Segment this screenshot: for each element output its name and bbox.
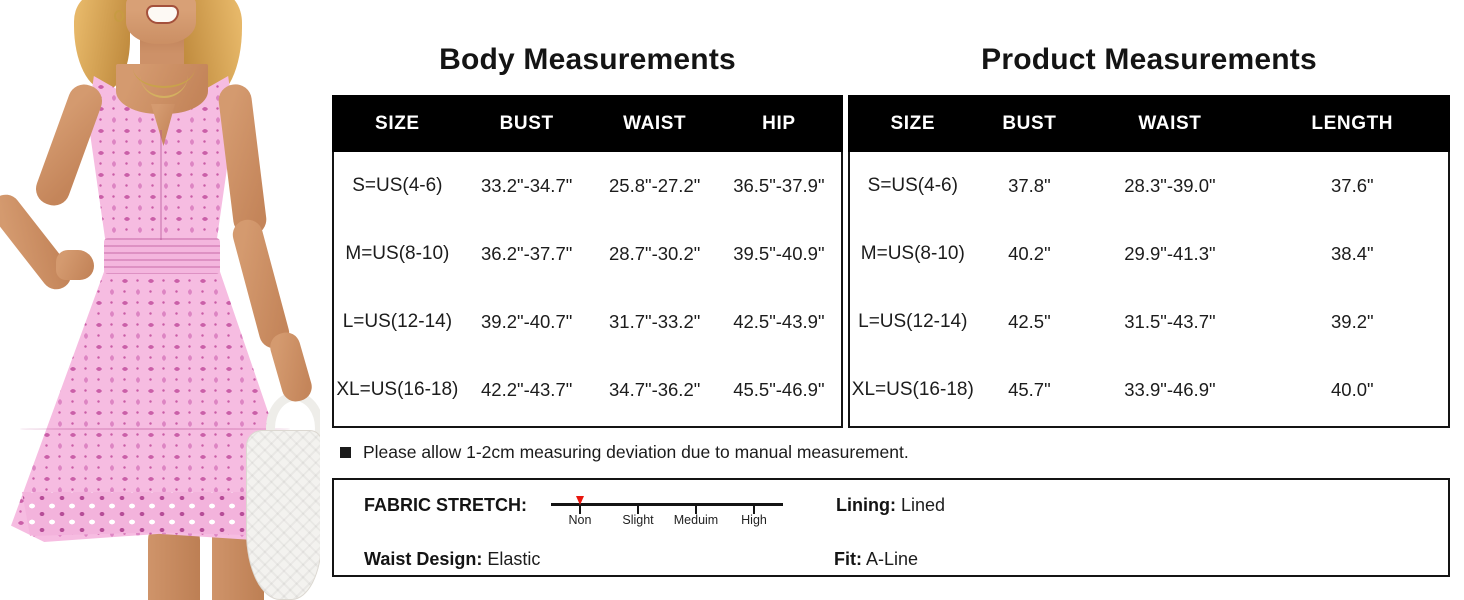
length-cell: 40.0" (1331, 379, 1374, 400)
fit-detail: Fit: A-Line (834, 549, 1448, 570)
column-header-bust: BUST (499, 112, 554, 134)
lining-detail: Lining: Lined (836, 495, 1448, 516)
table-row: S=US(4-6) 33.2"-34.7" 25.8"-27.2" 36.5"-… (334, 152, 841, 220)
size-cell: L=US(12-14) (858, 311, 968, 332)
note-text: Please allow 1-2cm measuring deviation d… (363, 441, 909, 462)
column-header-size: SIZE (375, 112, 420, 134)
column-header-bust: BUST (1002, 112, 1057, 134)
hip-cell: 36.5"-37.9" (733, 175, 825, 196)
column-header-length: LENGTH (1311, 112, 1394, 134)
dress-eyelet-hem (22, 492, 290, 536)
column-header-waist: WAIST (623, 112, 687, 134)
waist-cell: 31.7"-33.2" (609, 311, 701, 332)
scale-tick (637, 503, 639, 514)
bust-cell: 33.2"-34.7" (481, 175, 573, 196)
stretch-level-slight: Slight (622, 513, 654, 527)
hip-cell: 42.5"-43.9" (733, 311, 825, 332)
table-row: L=US(12-14) 42.5" 31.5"-43.7" 39.2" (850, 288, 1448, 356)
bust-cell: 39.2"-40.7" (481, 311, 573, 332)
scale-tick (753, 503, 755, 514)
waist-design-detail: Waist Design: Elastic (364, 549, 834, 570)
product-photo (0, 0, 320, 600)
product-measurements-table: SIZE BUST WAIST LENGTH S=US(4-6) 37.8" 2… (848, 95, 1450, 428)
lining-value: Lined (901, 495, 946, 515)
waist-design-value: Elastic (487, 549, 541, 569)
table-row: XL=US(16-18) 45.7" 33.9"-46.9" 40.0" (850, 356, 1448, 424)
length-cell: 39.2" (1331, 311, 1374, 332)
length-cell: 37.6" (1331, 175, 1374, 196)
fabric-details-panel: FABRIC STRETCH: Non Slight Meduim High L… (332, 478, 1450, 577)
hip-cell: 39.5"-40.9" (733, 243, 825, 264)
body-measurements-title: Body Measurements (439, 43, 736, 76)
fabric-stretch-label: FABRIC STRETCH: (364, 495, 527, 515)
waist-cell: 28.7"-30.2" (609, 243, 701, 264)
column-header-waist: WAIST (1138, 112, 1202, 134)
product-measurements-title: Product Measurements (981, 43, 1317, 76)
waist-cell: 31.5"-43.7" (1124, 311, 1216, 332)
table-row: M=US(8-10) 36.2"-37.7" 28.7"-30.2" 39.5"… (334, 220, 841, 288)
waist-cell: 25.8"-27.2" (609, 175, 701, 196)
size-cell: L=US(12-14) (342, 311, 453, 332)
size-cell: XL=US(16-18) (336, 379, 459, 400)
size-cell: XL=US(16-18) (851, 379, 974, 400)
table-header-row: SIZE BUST WAIST LENGTH (848, 95, 1450, 152)
fit-label: Fit: (834, 549, 862, 569)
fabric-stretch-scale: Non Slight Meduim High (551, 496, 783, 532)
table-row: S=US(4-6) 37.8" 28.3"-39.0" 37.6" (850, 152, 1448, 220)
size-cell: M=US(8-10) (345, 243, 450, 264)
square-bullet-icon (340, 446, 351, 458)
model-hand (56, 250, 94, 280)
lining-label: Lining: (836, 495, 896, 515)
stretch-level-high: High (741, 513, 767, 527)
size-cell: M=US(8-10) (860, 243, 965, 264)
length-cell: 38.4" (1331, 243, 1374, 264)
waist-cell: 29.9"-41.3" (1124, 243, 1216, 264)
bust-cell: 42.2"-43.7" (481, 379, 573, 400)
waist-design-label: Waist Design: (364, 549, 483, 569)
bust-cell: 45.7" (1008, 379, 1051, 400)
model-smile (146, 5, 179, 24)
stretch-marker-icon (575, 496, 584, 505)
size-cell: S=US(4-6) (867, 175, 958, 196)
stretch-level-medium: Meduim (673, 513, 719, 527)
column-header-size: SIZE (890, 112, 936, 134)
necklace (140, 52, 188, 98)
scale-tick (695, 503, 697, 514)
table-row: M=US(8-10) 40.2" 29.9"-41.3" 38.4" (850, 220, 1448, 288)
bust-cell: 37.8" (1008, 175, 1051, 196)
hip-cell: 45.5"-46.9" (733, 379, 825, 400)
bust-cell: 40.2" (1008, 243, 1051, 264)
model-hand (266, 329, 316, 405)
fit-value: A-Line (866, 549, 919, 569)
handbag (246, 430, 320, 600)
scale-tick (579, 503, 581, 514)
table-header-row: SIZE BUST WAIST HIP (332, 95, 843, 152)
waist-cell: 33.9"-46.9" (1124, 379, 1216, 400)
column-header-hip: HIP (762, 112, 796, 134)
waist-cell: 28.3"-39.0" (1124, 175, 1216, 196)
scale-line (551, 503, 783, 506)
earring (114, 10, 124, 22)
dress-waistband (104, 238, 220, 274)
size-cell: S=US(4-6) (352, 175, 443, 196)
bust-cell: 36.2"-37.7" (481, 243, 573, 264)
body-measurements-table: SIZE BUST WAIST HIP S=US(4-6) 33.2"-34.7… (332, 95, 843, 428)
table-row: L=US(12-14) 39.2"-40.7" 31.7"-33.2" 42.5… (334, 288, 841, 356)
dress-tier-seam (20, 428, 290, 430)
stretch-level-non: Non (568, 513, 592, 527)
measuring-deviation-note: Please allow 1-2cm measuring deviation d… (340, 440, 909, 464)
dress-seam (160, 130, 162, 240)
table-row: XL=US(16-18) 42.2"-43.7" 34.7"-36.2" 45.… (334, 356, 841, 424)
waist-cell: 34.7"-36.2" (609, 379, 701, 400)
bust-cell: 42.5" (1008, 311, 1051, 332)
